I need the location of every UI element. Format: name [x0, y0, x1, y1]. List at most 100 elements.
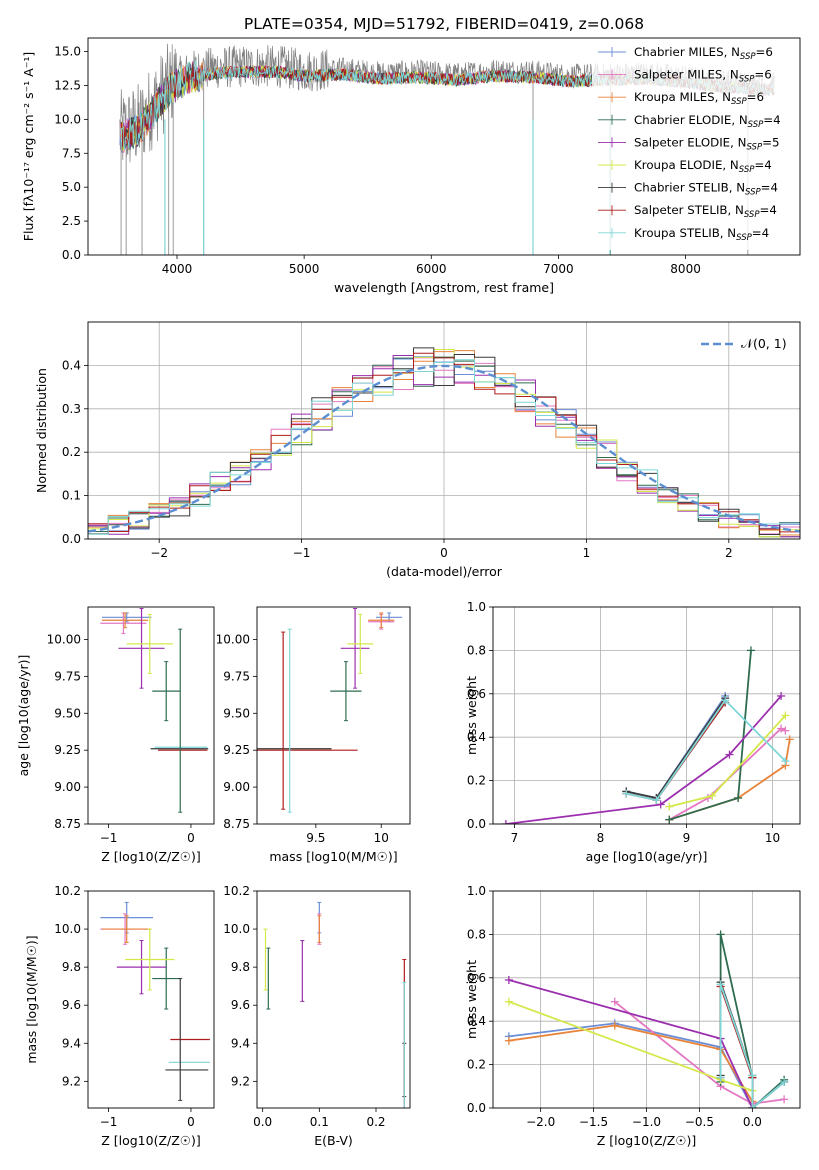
panel-residuals: −2 −1 0 1 2 0.0 0.1 0.2 0.3 0.4 (data-model)/error… [34, 321, 801, 579]
x-axis-label: Z [log10(Z/Z☉)] [101, 1133, 201, 1148]
x-tick-label: −1 [293, 546, 311, 560]
y-tick-label: 8.75 [223, 817, 250, 831]
x-tick-label: 10 [374, 831, 389, 845]
x-axis-label: Z [log10(Z/Z☉)] [101, 849, 201, 864]
x-tick-label: −1.5 [579, 1115, 608, 1129]
y-tick-label: 1.0 [467, 600, 486, 614]
y-tick-label: 9.2 [231, 1074, 250, 1088]
axes-frame [87, 321, 801, 540]
x-tick-label: −1 [100, 831, 118, 845]
y-tick-label: 0.8 [467, 927, 486, 941]
legend-label: Chabrier MILES, NSSP=6 [634, 45, 773, 62]
legend-label: Kroupa MILES, NSSP=6 [634, 90, 764, 107]
y-tick-label: 0.4 [62, 358, 81, 372]
histogram-step [88, 359, 800, 535]
y-tick-label: 15.0 [54, 45, 81, 59]
plot-area [100, 607, 209, 813]
plot-area [257, 607, 403, 813]
y-tick-label: 0.8 [467, 643, 486, 657]
series-line [614, 1000, 785, 1105]
series-line [505, 695, 782, 824]
plot-area [88, 347, 800, 538]
x-tick-label: 8000 [670, 262, 701, 276]
plot-area [263, 901, 407, 1108]
y-tick-label: 10.2 [223, 884, 250, 898]
y-tick-label: 9.6 [62, 998, 81, 1012]
y-tick-label: 10.2 [54, 884, 81, 898]
axes-frame [87, 606, 215, 825]
panel-age-vs-mass: 9.5 10 8.75 9.00 9.25 9.50 9.75 10.00 mass [log1… [216, 606, 411, 864]
axes-frame [492, 890, 801, 1109]
y-tick-label: 0.2 [62, 445, 81, 459]
x-tick-label: −1.0 [632, 1115, 661, 1129]
y-axis-label: mass weight [464, 960, 479, 1039]
panel-spectrum: 4000 5000 6000 7000 8000 0.0 2.5 5.0 7.5 10.0 12.5… [21, 37, 801, 295]
x-tick-label: −2 [150, 546, 168, 560]
series-line [508, 979, 754, 1108]
y-tick-label: 0.0 [467, 817, 486, 831]
x-tick-label: 0.0 [253, 1115, 272, 1129]
y-tick-label: 8.75 [54, 817, 81, 831]
y-tick-label: 1.0 [467, 884, 486, 898]
axes-frame [87, 37, 801, 256]
x-tick-label: 0 [187, 1115, 195, 1129]
y-tick-label: 10.00 [47, 632, 81, 646]
y-tick-label: 9.50 [54, 706, 81, 720]
y-tick-label: 0.2 [467, 774, 486, 788]
x-tick-label: 9.5 [306, 831, 325, 845]
plot-area [504, 930, 789, 1108]
series-line [669, 650, 752, 821]
y-tick-label: 10.0 [54, 112, 81, 126]
y-tick-label: 9.75 [223, 669, 250, 683]
plot-area [100, 901, 210, 1101]
x-tick-label: 0 [187, 831, 195, 845]
y-tick-label: 0.1 [62, 489, 81, 503]
y-tick-label: 9.25 [223, 743, 250, 757]
y-axis-label: mass [log10(M/M☉)] [24, 935, 39, 1063]
y-tick-label: 9.25 [54, 743, 81, 757]
y-tick-label: 7.5 [62, 146, 81, 160]
legend-label: Chabrier ELODIE, NSSP=4 [634, 113, 781, 130]
axes-frame [256, 890, 411, 1109]
x-tick-label: 4000 [162, 262, 193, 276]
legend-label: Salpeter ELODIE, NSSP=5 [634, 135, 779, 152]
panel-mass-weight-vs-age: 7 8 9 10 0.0 0.2 0.4 0.6 0.8 1.0 age [log10(age/yr… [464, 600, 801, 864]
y-axis-label: Flux [fλ10⁻¹⁷ erg cm⁻² s⁻¹ A⁻¹] [21, 52, 36, 241]
x-tick-label: 10 [765, 831, 780, 845]
x-axis-label: (data-model)/error [386, 564, 503, 579]
x-axis-label: mass [log10(M/M☉)] [269, 849, 397, 864]
panel-mass-vs-z: −1 0 9.2 9.4 9.6 9.8 10.0 10.2 Z [log10(Z/Z☉)] ma… [24, 884, 215, 1148]
legend-label: Salpeter MILES, NSSP=6 [634, 68, 772, 85]
y-tick-label: 9.75 [54, 669, 81, 683]
y-tick-label: 12.5 [54, 78, 81, 92]
panel-mass-weight-vs-z: −2.0 −1.5 −1.0 −0.5 0.0 0.0 0.2 0.4 0.6 0.8 1.0 Z [… [464, 884, 801, 1148]
legend-label: Kroupa ELODIE, NSSP=4 [634, 158, 772, 175]
y-tick-label: 0.4 [467, 730, 486, 744]
y-tick-label: 9.00 [223, 780, 250, 794]
legend-background [592, 42, 796, 250]
legend-label: 𝒩(0, 1) [741, 336, 787, 351]
series-line [626, 695, 726, 800]
y-axis-label: age [log10(age/yr)] [16, 655, 31, 777]
x-axis-label: E(B-V) [314, 1133, 353, 1148]
x-tick-label: 2 [725, 546, 733, 560]
series-line [626, 697, 726, 800]
y-tick-label: 2.5 [62, 214, 81, 228]
y-tick-label: 9.6 [231, 998, 250, 1012]
x-tick-label: 6000 [416, 262, 447, 276]
x-tick-label: 7 [511, 831, 519, 845]
series-line [626, 698, 787, 802]
y-tick-label: 10.0 [223, 922, 250, 936]
x-tick-label: −1 [100, 1115, 118, 1129]
legend-label: Salpeter STELIB, NSSP=4 [634, 203, 777, 220]
series-line [668, 727, 786, 821]
axes-frame [492, 606, 801, 825]
x-tick-label: 8 [597, 831, 605, 845]
x-axis-label: Z [log10(Z/Z☉)] [597, 1133, 697, 1148]
y-tick-label: 0.2 [467, 1058, 486, 1072]
legend-label: Chabrier STELIB, NSSP=4 [634, 181, 778, 198]
normal-curve [88, 364, 800, 533]
y-tick-label: 0.4 [467, 1014, 486, 1028]
x-axis-label: age [log10(age/yr)] [586, 849, 708, 864]
